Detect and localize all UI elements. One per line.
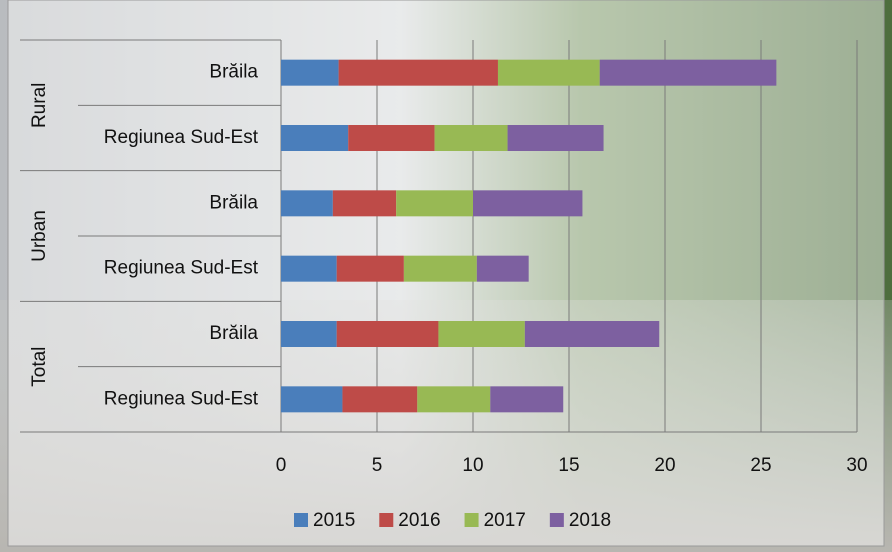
- group-label: Urban: [29, 210, 50, 262]
- legend-swatch: [464, 513, 479, 527]
- legend-label: 2017: [484, 510, 526, 531]
- bar-segment: [281, 125, 349, 151]
- bar-segment: [281, 386, 343, 413]
- y-tick-label: Brăila: [209, 192, 258, 213]
- y-tick-label: Regiunea Sud-Est: [104, 258, 259, 279]
- x-tick-label: 25: [750, 455, 771, 476]
- bar-segment: [336, 255, 404, 282]
- legend-swatch: [379, 513, 394, 527]
- x-tick-label: 20: [654, 455, 675, 476]
- x-tick-label: 30: [846, 455, 867, 476]
- legend-swatch: [294, 513, 308, 527]
- legend-label: 2018: [569, 510, 611, 531]
- bar-segment: [281, 255, 337, 282]
- bar-segment: [507, 125, 604, 151]
- x-tick-label: 15: [558, 455, 579, 476]
- bar-segment: [342, 386, 418, 413]
- y-tick-label: Brăila: [209, 62, 258, 83]
- x-tick-label: 10: [462, 455, 483, 476]
- bar-segment: [281, 59, 339, 86]
- x-tick-label: 0: [276, 455, 287, 476]
- bar-segment: [281, 190, 333, 217]
- bar-segment: [438, 321, 525, 347]
- y-tick-label: Regiunea Sud-Est: [104, 388, 259, 409]
- bar-segment: [599, 59, 777, 86]
- bar-segment: [336, 321, 439, 347]
- bar-segment: [497, 59, 600, 86]
- bar-segment: [434, 125, 508, 151]
- bar-segment: [332, 190, 397, 217]
- bar-segment: [403, 255, 477, 282]
- legend-swatch: [549, 513, 564, 527]
- bar-segment: [476, 255, 529, 282]
- bar-segment: [473, 190, 583, 217]
- legend-label: 2016: [398, 510, 440, 531]
- bar-segment: [396, 190, 473, 217]
- bar-segment: [281, 321, 337, 347]
- legend-label: 2015: [313, 510, 355, 531]
- y-tick-label: Brăila: [209, 323, 258, 344]
- bar-segment: [348, 125, 435, 151]
- y-tick-label: Regiunea Sud-Est: [104, 127, 259, 148]
- bar-segment: [524, 321, 660, 347]
- x-tick-label: 5: [372, 455, 383, 476]
- bar-segment: [338, 59, 498, 86]
- group-label: Rural: [29, 83, 50, 128]
- bar-segment: [417, 386, 491, 413]
- bar-segment: [490, 386, 564, 413]
- group-label: Total: [29, 347, 50, 387]
